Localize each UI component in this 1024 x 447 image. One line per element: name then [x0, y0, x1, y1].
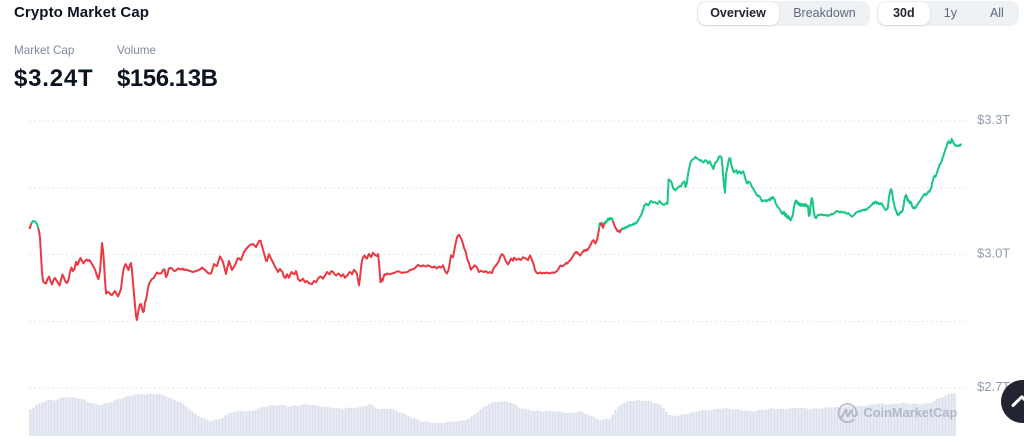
svg-text:CoinMarketCap: CoinMarketCap [864, 405, 958, 420]
svg-text:$3.0T: $3.0T [977, 246, 1010, 261]
svg-text:$3.3T: $3.3T [977, 112, 1010, 127]
svg-text:$2.7T: $2.7T [977, 379, 1010, 394]
